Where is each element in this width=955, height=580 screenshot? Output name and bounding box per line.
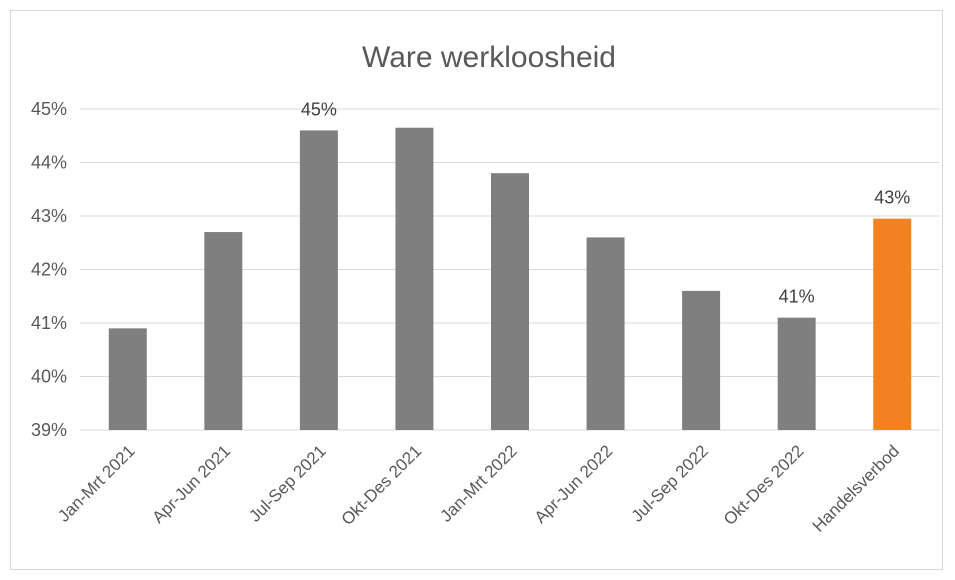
x-tick-label: Jul-Sep 2022 bbox=[628, 441, 712, 525]
bar bbox=[873, 218, 912, 430]
x-tick-label: Apr-Jun 2021 bbox=[149, 441, 235, 527]
bar bbox=[586, 237, 625, 430]
y-axis: 39% 40% 41% 42% 43% 44% 45% bbox=[31, 99, 67, 440]
bar bbox=[682, 290, 721, 430]
bar bbox=[299, 130, 338, 430]
bar bbox=[108, 328, 147, 430]
y-tick-label: 39% bbox=[31, 420, 67, 440]
x-tick-label: Apr-Jun 2022 bbox=[531, 441, 617, 527]
bars bbox=[108, 127, 912, 430]
chart-title: Ware werkloosheid bbox=[362, 41, 616, 74]
data-label: 43% bbox=[874, 188, 910, 208]
y-tick-label: 40% bbox=[31, 367, 67, 387]
x-tick-label: Okt-Des 2021 bbox=[338, 441, 426, 529]
x-axis: Jan-Mrt 2021 Apr-Jun 2021 Jul-Sep 2021 Okt-… bbox=[54, 441, 903, 535]
bar bbox=[395, 127, 434, 430]
x-tick-label: Okt-Des 2022 bbox=[720, 441, 808, 529]
bar bbox=[777, 317, 816, 430]
data-label: 45% bbox=[301, 99, 337, 119]
y-tick-label: 41% bbox=[31, 313, 67, 333]
bar bbox=[491, 173, 529, 430]
y-tick-label: 45% bbox=[31, 99, 67, 119]
data-label: 41% bbox=[779, 287, 815, 307]
bar bbox=[204, 232, 243, 430]
y-tick-label: 44% bbox=[31, 153, 67, 173]
y-tick-label: 42% bbox=[31, 260, 67, 280]
chart-frame bbox=[10, 10, 943, 570]
x-tick-label: Jan-Mrt 2022 bbox=[437, 441, 521, 525]
y-tick-label: 43% bbox=[31, 206, 67, 226]
x-tick-label: Handelsverbod bbox=[809, 441, 903, 535]
x-tick-label: Jan-Mrt 2021 bbox=[54, 441, 138, 525]
x-tick-label: Jul-Sep 2021 bbox=[245, 441, 329, 525]
data-labels: 45% 41% 43% bbox=[301, 99, 910, 306]
